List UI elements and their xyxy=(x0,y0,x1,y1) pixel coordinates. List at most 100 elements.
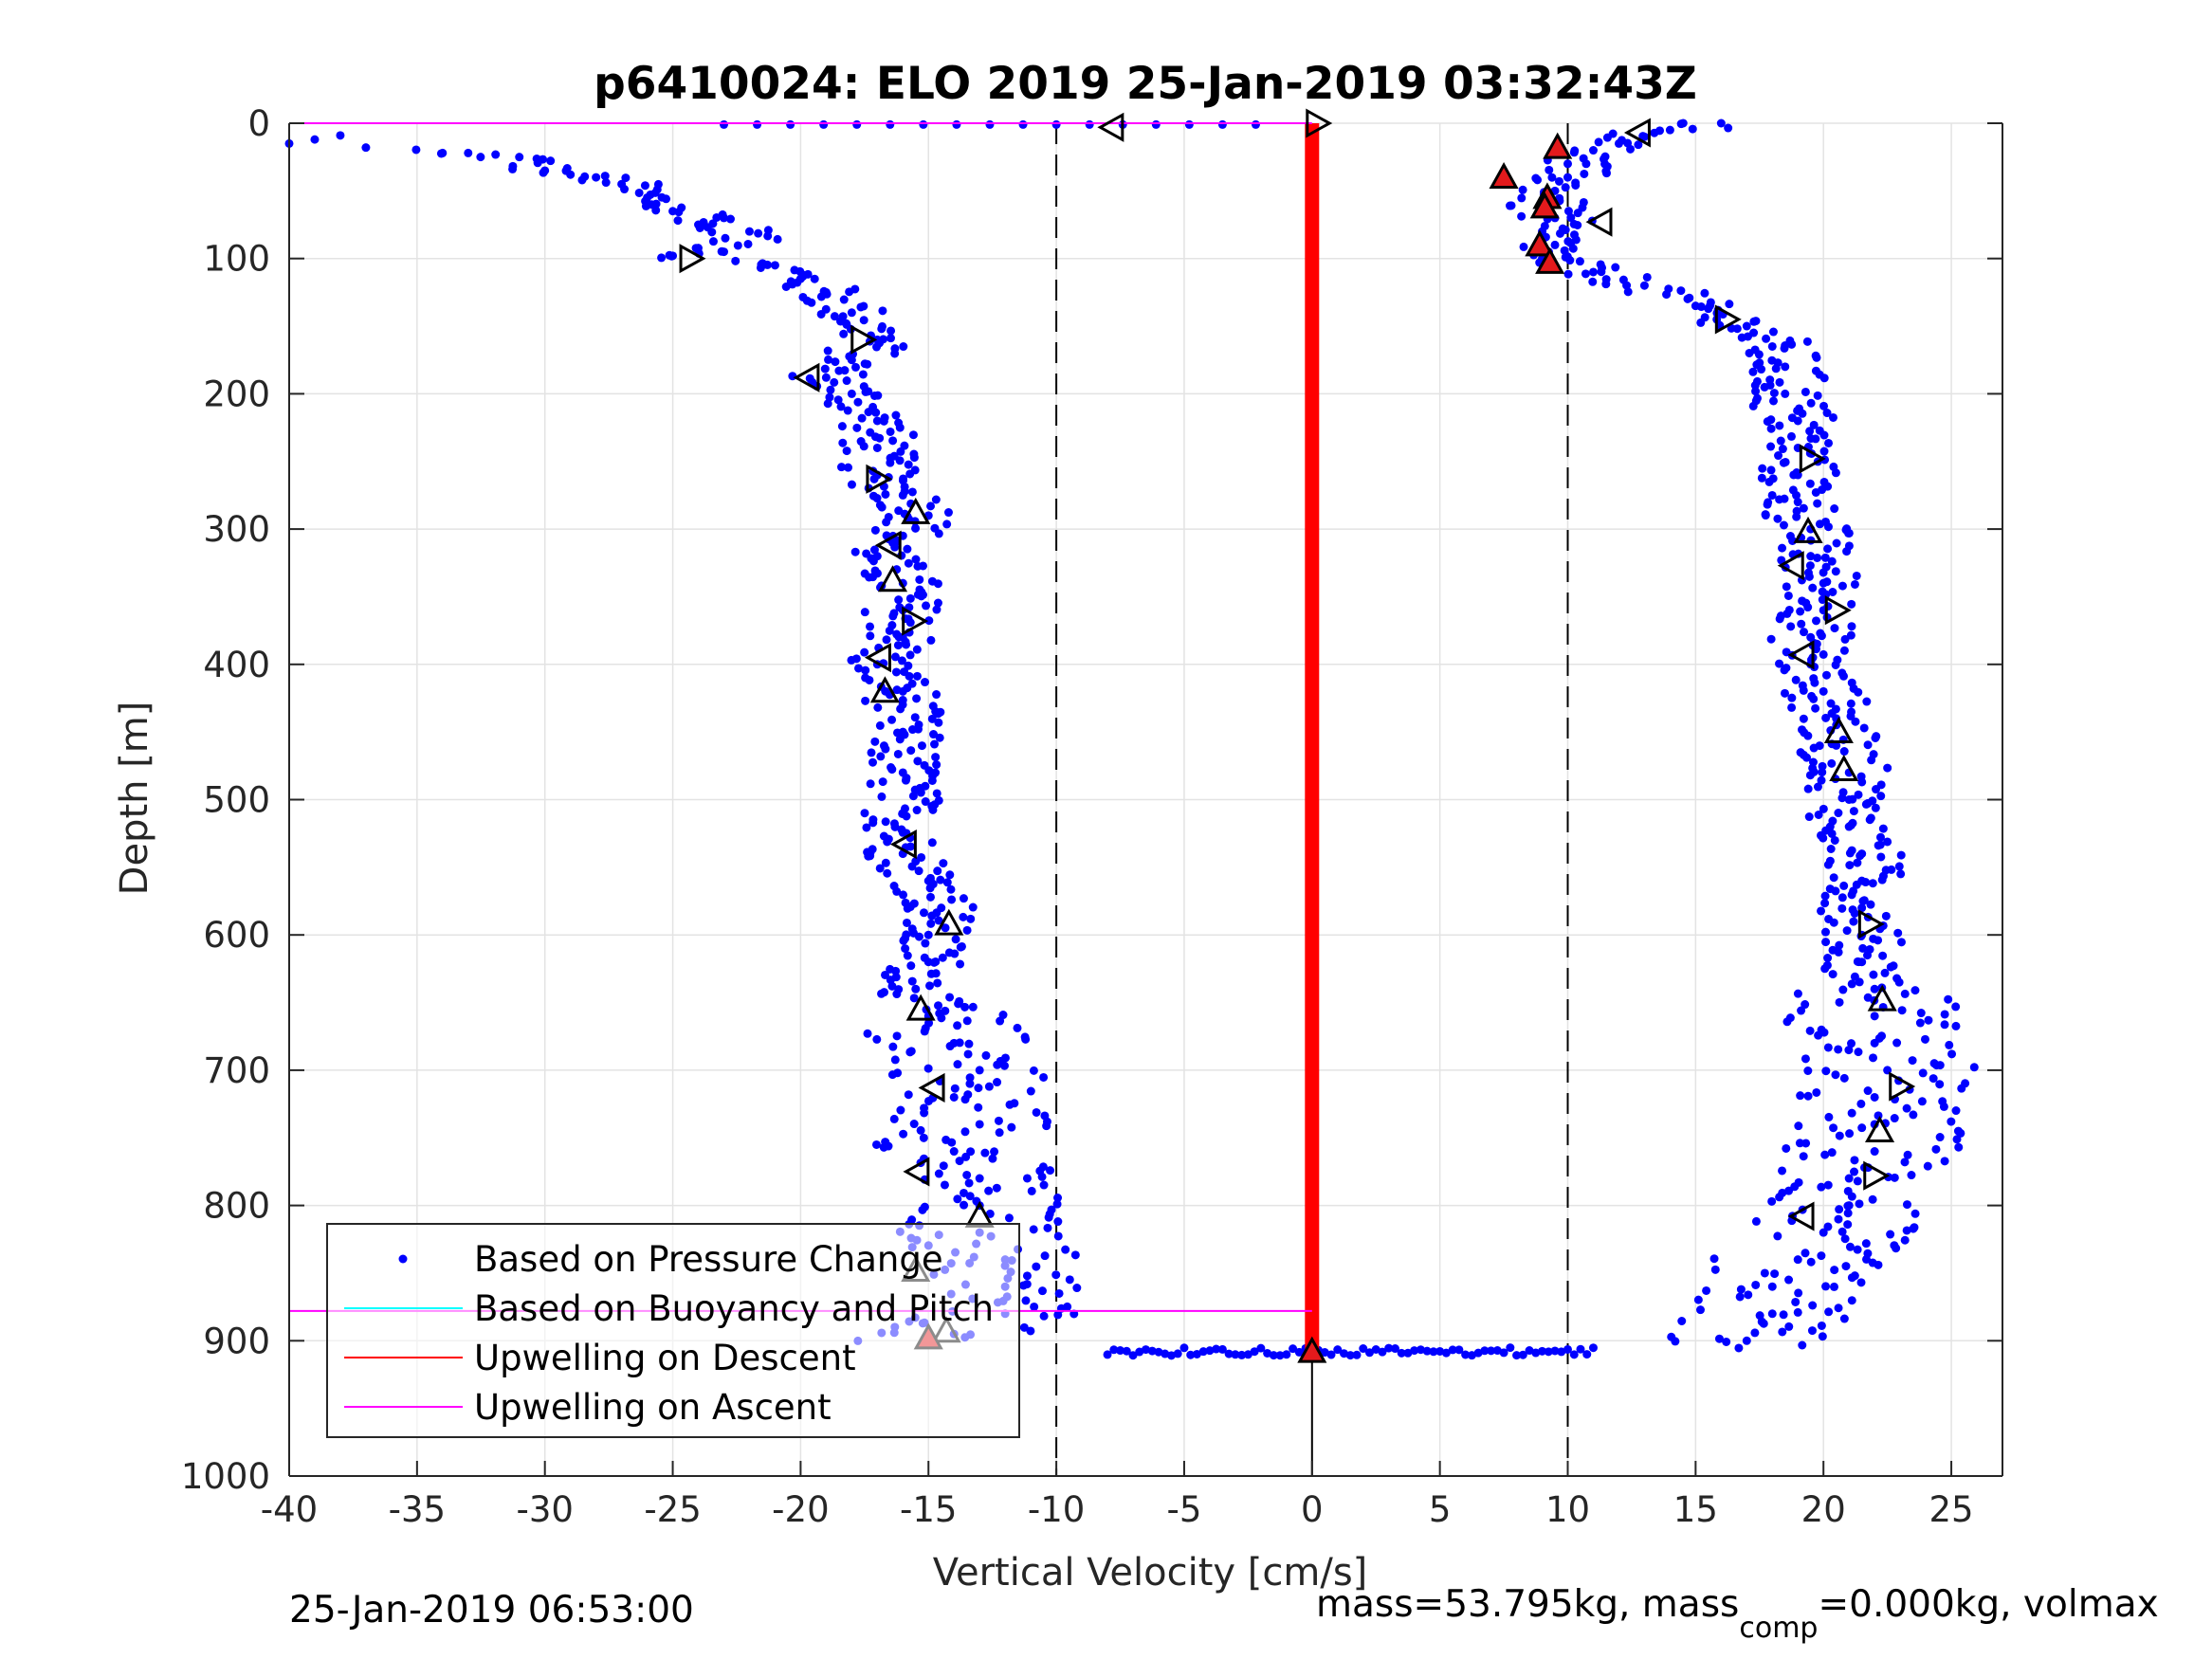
pressure-data-point xyxy=(1874,841,1883,850)
triangle-marker xyxy=(1623,118,1651,148)
pressure-data-point xyxy=(890,652,900,662)
pressure-data-point xyxy=(928,805,938,814)
pressure-data-point xyxy=(1801,1249,1810,1258)
pressure-data-point xyxy=(850,362,860,372)
pressure-data-point xyxy=(933,866,942,876)
pressure-data-point xyxy=(994,1116,1003,1125)
triangle-marker xyxy=(902,606,929,636)
pressure-data-point xyxy=(1862,1254,1872,1264)
pressure-data-point xyxy=(1827,829,1837,838)
pressure-data-point xyxy=(992,1183,1001,1193)
pressure-data-point xyxy=(1696,318,1706,327)
pressure-data-point xyxy=(1803,603,1813,612)
pressure-data-point xyxy=(954,999,963,1009)
pressure-data-point xyxy=(929,730,939,739)
pressure-data-point xyxy=(1030,1302,1039,1311)
pressure-data-point xyxy=(1827,1148,1837,1158)
pressure-data-point xyxy=(919,908,928,918)
pressure-data-point xyxy=(1794,1121,1803,1131)
triangle-marker xyxy=(679,244,706,274)
pressure-data-point xyxy=(1702,1285,1711,1295)
pressure-data-point xyxy=(877,502,887,512)
pressure-data-point xyxy=(1811,703,1820,713)
pressure-data-point xyxy=(733,241,742,250)
pressure-data-point xyxy=(1639,281,1649,290)
pressure-data-point xyxy=(620,185,630,194)
pressure-data-point xyxy=(925,884,935,893)
pressure-data-point xyxy=(1900,1235,1910,1245)
pressure-data-point xyxy=(1876,852,1886,862)
pressure-data-point xyxy=(1834,1214,1843,1224)
pressure-data-point xyxy=(866,631,875,641)
triangle-marker xyxy=(1863,1160,1891,1191)
pressure-data-point xyxy=(886,458,895,467)
pressure-data-point xyxy=(941,923,950,933)
pressure-data-point xyxy=(1813,553,1822,562)
pressure-data-point xyxy=(546,156,556,166)
pressure-data-point xyxy=(1784,1275,1794,1285)
pressure-data-point xyxy=(939,1161,948,1171)
pressure-data-point xyxy=(899,936,908,945)
pressure-data-point xyxy=(1892,1244,1901,1253)
y-tick-label: 900 xyxy=(203,1321,270,1361)
pressure-data-point xyxy=(1775,377,1784,387)
pressure-data-point xyxy=(823,346,832,356)
pressure-data-point xyxy=(1855,957,1864,967)
pressure-data-point xyxy=(1540,221,1549,230)
pressure-data-point xyxy=(933,978,942,988)
x-tick-label: 15 xyxy=(1673,1489,1718,1530)
pressure-data-point xyxy=(1826,699,1836,708)
pressure-data-point xyxy=(1053,1217,1063,1227)
pressure-data-point xyxy=(1823,1043,1833,1052)
pressure-data-point xyxy=(869,391,879,400)
pressure-data-point xyxy=(1766,634,1776,644)
pressure-data-point xyxy=(890,822,900,831)
pressure-data-point xyxy=(830,312,839,321)
pressure-data-point xyxy=(436,149,446,158)
pressure-data-point xyxy=(1845,1129,1855,1139)
pressure-data-point xyxy=(1813,499,1822,508)
pressure-data-point xyxy=(1710,1265,1720,1274)
pressure-data-point xyxy=(1517,193,1526,203)
pressure-data-point xyxy=(721,233,730,243)
pressure-data-point xyxy=(1863,951,1873,960)
pressure-data-point xyxy=(1855,977,1864,987)
pressure-data-point xyxy=(935,733,944,742)
pressure-data-point xyxy=(1275,1351,1285,1360)
pressure-data-point xyxy=(871,408,881,417)
pressure-data-point xyxy=(1294,1347,1304,1357)
legend-label: Based on Pressure Change xyxy=(474,1239,943,1280)
pressure-data-point xyxy=(1778,1327,1787,1337)
pressure-data-point xyxy=(1851,717,1860,726)
pressure-data-point xyxy=(908,792,918,801)
pressure-data-point xyxy=(1688,124,1697,134)
y-tick-label: 800 xyxy=(203,1186,270,1227)
y-tick-label: 500 xyxy=(203,780,270,821)
pressure-data-point xyxy=(1429,1347,1438,1357)
pressure-data-point xyxy=(942,520,952,529)
pressure-data-point xyxy=(933,598,942,608)
pressure-data-point xyxy=(902,918,911,927)
pressure-data-point xyxy=(1801,1054,1810,1064)
pressure-data-point xyxy=(834,366,844,375)
mass-info-text: mass=53.795kg, masscomp=0.000kg, volmax xyxy=(1316,1583,2159,1645)
pressure-data-point xyxy=(1844,528,1854,538)
pressure-data-point xyxy=(1861,878,1871,887)
pressure-data-point xyxy=(965,1073,975,1083)
pressure-data-point xyxy=(1910,1209,1920,1218)
pressure-data-point xyxy=(863,1029,872,1038)
pressure-data-point xyxy=(810,274,819,283)
pressure-data-point xyxy=(1696,302,1706,312)
pressure-data-point xyxy=(901,944,910,954)
legend-label: Upwelling on Ascent xyxy=(474,1387,832,1428)
pressure-data-point xyxy=(902,640,911,649)
pressure-data-point xyxy=(968,902,978,912)
pressure-data-point xyxy=(953,1060,962,1069)
pressure-data-point xyxy=(1951,1021,1961,1030)
pressure-data-point xyxy=(925,981,935,991)
pressure-data-point xyxy=(847,389,856,398)
pressure-data-point xyxy=(890,1055,900,1065)
pressure-data-point xyxy=(1186,1350,1196,1359)
pressure-data-point xyxy=(1837,581,1847,591)
pressure-data-point xyxy=(974,1103,983,1112)
